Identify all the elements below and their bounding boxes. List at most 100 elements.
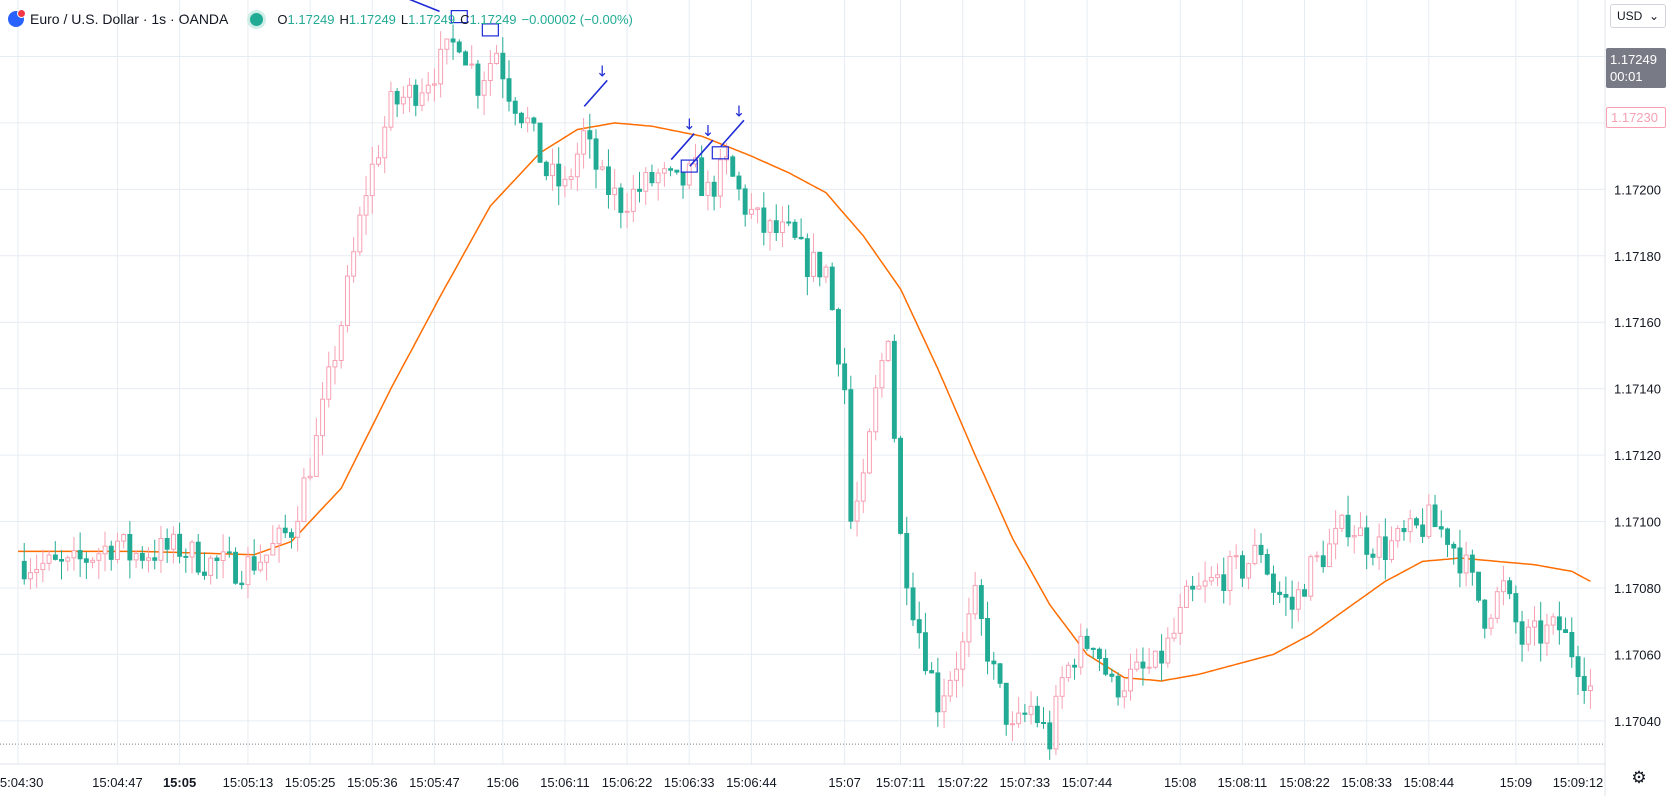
candle-up — [264, 554, 270, 563]
candle-down — [1519, 621, 1525, 645]
candle-up — [811, 251, 816, 277]
candle-up — [1165, 637, 1171, 664]
candle-down — [1041, 722, 1046, 724]
candle-up — [245, 556, 251, 586]
candle-down — [742, 188, 748, 215]
candle-up — [1389, 540, 1394, 560]
y-tick-label: 1.17120 — [1614, 448, 1661, 463]
candle-down — [1320, 555, 1326, 568]
candle-up — [624, 210, 630, 213]
candle-up — [1544, 624, 1550, 644]
x-tick-label: 15:05:47 — [409, 775, 460, 790]
candle-up — [34, 569, 40, 574]
candle-up — [158, 538, 164, 561]
candle-up — [1184, 585, 1189, 608]
candle-down — [1022, 712, 1028, 715]
y-tick-label: 1.17080 — [1614, 581, 1661, 596]
candle-down — [761, 207, 767, 233]
candle-down — [1302, 589, 1307, 597]
x-tick-label: 15:05 — [163, 775, 196, 790]
candle-down — [127, 534, 133, 561]
candle-down — [21, 560, 27, 580]
y-tick-label: 1.17040 — [1614, 714, 1661, 729]
candle-up — [425, 84, 431, 94]
candles — [21, 24, 1593, 760]
candle-up — [1121, 690, 1127, 698]
candle-down — [1432, 504, 1438, 528]
candle-up — [972, 585, 978, 615]
candle-up — [1233, 555, 1239, 558]
candle-down — [1457, 547, 1463, 574]
candle-up — [382, 126, 388, 159]
candle-up — [780, 221, 785, 233]
candle-down — [83, 558, 89, 563]
candle-up — [28, 572, 33, 580]
down-arrow-marker: ↓ — [733, 102, 746, 120]
candle-down — [139, 552, 145, 561]
candle-down — [1047, 722, 1053, 750]
candle-down — [786, 221, 792, 224]
candle-up — [655, 172, 661, 184]
candle-up — [407, 84, 413, 98]
candle-down — [711, 181, 717, 197]
candle-up — [1358, 527, 1363, 537]
candle-down — [1507, 580, 1513, 595]
candle-down — [898, 437, 903, 534]
candle-down — [202, 571, 207, 576]
x-tick-label: 15:09 — [1500, 775, 1533, 790]
candle-down — [1420, 524, 1426, 537]
candle-up — [879, 360, 885, 389]
candle-down — [1097, 648, 1102, 660]
y-tick-label: 1.17200 — [1614, 182, 1661, 197]
candle-down — [836, 309, 841, 365]
market-status-icon[interactable] — [250, 12, 264, 26]
candle-up — [332, 360, 338, 368]
candle-up — [1146, 666, 1152, 669]
candle-down — [1140, 661, 1146, 669]
x-tick-label: 15:07 — [828, 775, 861, 790]
candle-up — [686, 163, 692, 186]
marker-trend-line — [583, 79, 608, 107]
price-change: −0.00002 (−0.00%) — [521, 11, 633, 27]
candle-up — [65, 557, 71, 562]
candle-down — [929, 670, 935, 674]
ohlc-close: C1.17249 — [460, 11, 517, 27]
candle-up — [90, 559, 96, 563]
candle-down — [1382, 536, 1388, 561]
marked-candle-box — [680, 159, 698, 173]
candle-down — [177, 533, 183, 557]
candle-down — [152, 557, 158, 561]
x-tick-label: 15:06:22 — [602, 775, 653, 790]
candle-down — [792, 221, 798, 238]
marker-trend-line — [409, 0, 440, 13]
currency-select[interactable]: USD ⌄ — [1610, 4, 1666, 28]
candle-down — [52, 554, 58, 560]
candle-down — [730, 156, 736, 177]
candle-down — [1277, 591, 1283, 595]
candle-up — [1550, 616, 1556, 626]
candle-up — [767, 220, 773, 233]
candle-up — [345, 275, 350, 327]
candle-up — [599, 166, 605, 170]
candle-down — [668, 168, 674, 171]
candle-up — [357, 214, 363, 253]
x-tick-label: 15:05:36 — [347, 775, 398, 790]
x-tick-label: 15:08:11 — [1218, 775, 1268, 790]
y-tick-label: 1.17140 — [1614, 382, 1661, 397]
candle-up — [171, 533, 176, 550]
candle-up — [1532, 620, 1537, 628]
candle-down — [618, 187, 624, 213]
symbol-title[interactable]: Euro / U.S. Dollar · 1s · OANDA — [30, 11, 229, 27]
candle-down — [1469, 554, 1475, 573]
candle-down — [506, 78, 512, 102]
ohlc-high: H1.17249 — [339, 11, 396, 27]
candle-down — [289, 532, 294, 538]
candle-down — [543, 161, 549, 177]
marker-trend-line — [670, 133, 695, 161]
candle-down — [1159, 650, 1165, 664]
candle-down — [512, 100, 518, 114]
gear-icon[interactable]: ⚙ — [1631, 768, 1647, 787]
candle-down — [77, 550, 83, 560]
candle-up — [1171, 632, 1177, 639]
